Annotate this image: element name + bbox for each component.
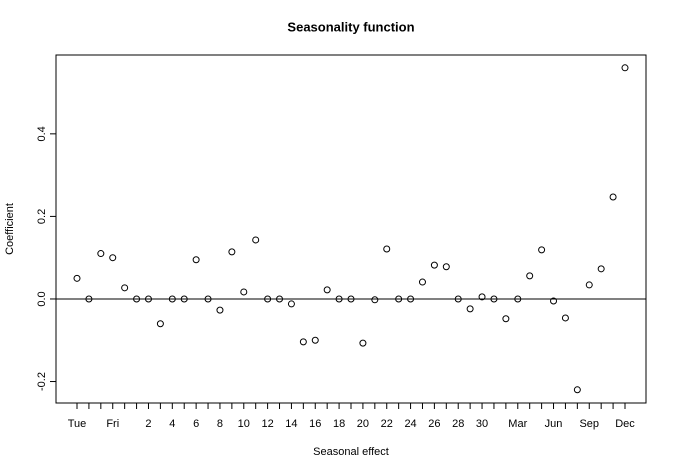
point	[442, 263, 450, 271]
y-axis-label: Coefficient	[4, 203, 16, 255]
point	[466, 305, 474, 313]
point	[502, 315, 510, 323]
point	[156, 320, 164, 328]
point	[299, 338, 307, 346]
point	[418, 278, 426, 286]
plot-box	[55, 54, 647, 404]
point	[478, 293, 486, 301]
point	[585, 281, 593, 289]
x-tick-label: 20	[357, 418, 369, 430]
x-tick-label: 28	[452, 418, 464, 430]
point	[168, 295, 176, 303]
point	[133, 295, 141, 303]
y-tick-label: 0.4	[36, 126, 48, 141]
x-tick-label: Jun	[545, 418, 563, 430]
x-tick-label: Tue	[68, 418, 87, 430]
x-tick-label: 4	[169, 418, 175, 430]
point	[573, 386, 581, 394]
point	[526, 272, 534, 280]
point	[323, 286, 331, 294]
x-tick-label: 12	[261, 418, 273, 430]
x-tick-label: Mar	[508, 418, 527, 430]
point	[550, 297, 558, 305]
x-tick-label: Sep	[579, 418, 599, 430]
point	[347, 295, 355, 303]
point	[407, 295, 415, 303]
point	[180, 295, 188, 303]
point	[121, 284, 129, 292]
point	[454, 295, 462, 303]
point	[216, 306, 224, 314]
point	[264, 295, 272, 303]
x-tick-label: Fri	[106, 418, 119, 430]
point	[383, 245, 391, 253]
x-tick-label: 24	[404, 418, 416, 430]
chart-title: Seasonality function	[287, 19, 414, 34]
point	[561, 314, 569, 322]
x-tick-label: 10	[238, 418, 250, 430]
point	[144, 295, 152, 303]
point	[597, 265, 605, 273]
point	[287, 300, 295, 308]
point	[371, 296, 379, 304]
point	[85, 295, 93, 303]
y-tick-label: 0.2	[36, 209, 48, 224]
x-tick-label: 26	[428, 418, 440, 430]
point	[73, 274, 81, 282]
point	[311, 336, 319, 344]
point	[621, 64, 629, 72]
point	[240, 288, 248, 296]
point	[192, 256, 200, 264]
point	[204, 295, 212, 303]
y-tick-label: -0.2	[36, 372, 48, 391]
point	[276, 295, 284, 303]
x-tick-label: 8	[217, 418, 223, 430]
x-tick-label: 18	[333, 418, 345, 430]
point	[430, 261, 438, 269]
point	[359, 339, 367, 347]
point	[514, 295, 522, 303]
x-tick-label: 14	[285, 418, 297, 430]
x-tick-label: 30	[476, 418, 488, 430]
point	[109, 254, 117, 262]
y-tick-label: 0.0	[36, 291, 48, 306]
point	[538, 246, 546, 254]
point	[335, 295, 343, 303]
point	[252, 236, 260, 244]
x-tick-label: Dec	[615, 418, 635, 430]
x-tick-label: 2	[145, 418, 151, 430]
x-tick-label: 6	[193, 418, 199, 430]
point	[609, 193, 617, 201]
point	[395, 295, 403, 303]
x-tick-label: 16	[309, 418, 321, 430]
x-axis-label: Seasonal effect	[313, 446, 389, 458]
point	[490, 295, 498, 303]
x-tick-label: 22	[381, 418, 393, 430]
point	[228, 248, 236, 256]
point	[97, 250, 105, 258]
